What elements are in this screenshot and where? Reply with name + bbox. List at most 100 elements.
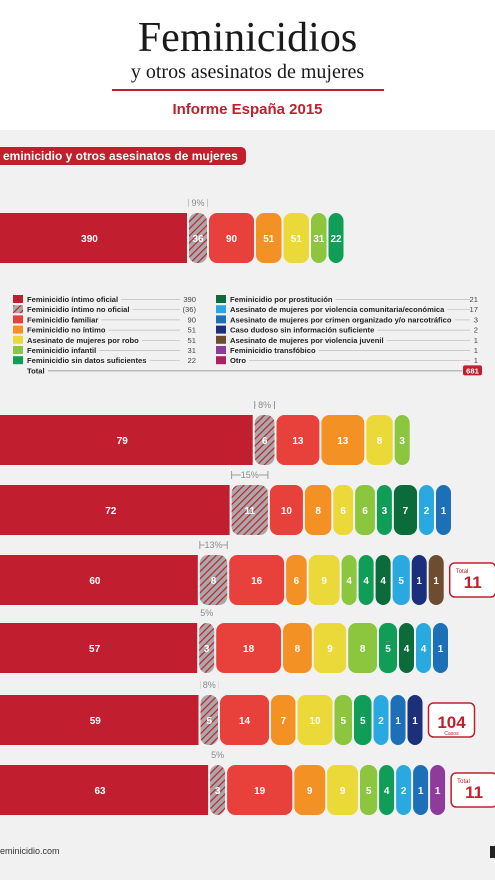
bar-4-label-sin_datos: 4 [363, 576, 369, 587]
bar-4-label-violencia_comunitaria: 5 [398, 576, 404, 587]
bar-1-pct-bg [189, 197, 207, 208]
bar-4-label-familiar: 16 [251, 576, 263, 587]
bar-7-label-violencia_comunitaria: 2 [401, 786, 407, 797]
legend-value-infantil: 31 [188, 346, 196, 355]
bar-5-label-prostitucion: 4 [404, 644, 410, 655]
bar-5-label-no_intimo: 8 [295, 644, 301, 655]
bar-3-segment-robo [333, 485, 354, 535]
bar-7-label-no_intimo: 9 [307, 786, 313, 797]
bar-7-total-badge [450, 772, 495, 808]
bar-4-segment-robo [308, 555, 340, 605]
bar-5-segment-robo [313, 623, 347, 673]
legend-swatch-otro [216, 356, 226, 365]
bar-1-label-intimo_oficial: 390 [81, 234, 98, 245]
bar-7-pct-label: 5% [211, 750, 224, 760]
bar-7-segment-no_intimo [294, 765, 326, 815]
bar-2-label-no_intimo: 13 [337, 436, 349, 447]
bar-7-segment-infantil [360, 765, 378, 815]
bar-2-label-intimo_no_oficial: 6 [262, 436, 268, 447]
bar-6-label-familiar: 14 [239, 716, 251, 727]
bar-3-segment-sin_datos [376, 485, 392, 535]
bar-6-label-infantil: 5 [341, 716, 347, 727]
bar-6-segment-familiar [220, 695, 269, 745]
bar-7-label-crimen_organizado: 1 [418, 786, 424, 797]
bar-5-segment-intimo_oficial [0, 623, 198, 673]
bar-5-segment-prostitucion [399, 623, 414, 673]
bar-6-segment-robo [297, 695, 333, 745]
bar-7-segment-sin_datos [379, 765, 395, 815]
bar-3-label-crimen_organizado: 1 [441, 506, 447, 517]
bar-1-label-intimo_no_oficial: 36 [192, 234, 204, 245]
legend-total-label: Total [27, 366, 45, 375]
legend-label-transfobico: Feminicidio transfóbico [230, 346, 316, 355]
legend-label-sin_datos: Feminicidio sin datos suficientes [27, 356, 146, 365]
legend-swatch-sin_datos [13, 356, 23, 365]
bar-1-segment-infantil [311, 213, 327, 263]
bar-3-label-no_intimo: 8 [315, 506, 321, 517]
bar-6-label-intimo_oficial: 59 [90, 716, 102, 727]
bar-4-total-badge-value: 11 [464, 573, 482, 592]
bar-3-label-prostitucion: 7 [403, 506, 409, 517]
bar-5-segment-infantil [348, 623, 377, 673]
legend-swatch-intimo_oficial [13, 295, 23, 303]
bar-5-label-crimen_organizado: 1 [438, 644, 444, 655]
bar-5-label-intimo_oficial: 57 [89, 644, 101, 655]
bar-6-pct-bg [200, 679, 219, 690]
bar-1-segment-intimo_oficial [0, 213, 187, 263]
bar-2-pct-label: 8% [258, 400, 271, 410]
bar-6-segment-crimen_organizado [390, 695, 406, 745]
legend-label-robo: Asesinato de mujeres por robo [27, 336, 139, 345]
bar-3-segment-intimo_oficial [0, 485, 230, 535]
bar-5-segment-crimen_organizado [433, 623, 448, 673]
bar-4-total-badge-top: Total [456, 569, 469, 575]
bar-3-label-robo: 6 [340, 506, 346, 517]
bar-4-label-intimo_no_oficial: 8 [211, 576, 217, 587]
bar-2-segment-robo [366, 415, 393, 465]
bar-6-segment-intimo_no_oficial [200, 695, 218, 745]
bar-4-segment-intimo_oficial [0, 555, 198, 605]
legend-label-intimo_no_oficial: Feminicidio íntimo no oficial [27, 305, 130, 314]
bar-6-total-badge-bottom: Casos [444, 731, 459, 737]
legend-swatch-crimen_organizado [216, 315, 226, 324]
bar-3-label-familiar: 10 [281, 506, 293, 517]
bar-3-label-intimo_no_oficial: 11 [245, 506, 256, 517]
bar-4-total-badge [448, 562, 495, 598]
bar-5-label-violencia_comunitaria: 4 [421, 644, 427, 655]
legend-label-no_intimo: Feminicidio no íntimo [27, 326, 106, 335]
legend-label-infantil: Feminicidio infantil [27, 346, 96, 355]
legend-value-otro: 1 [474, 356, 478, 365]
legend-label-crimen_organizado: Asesinato de mujeres por crimen organiza… [230, 315, 452, 324]
legend-label-intimo_oficial: Feminicidio íntimo oficial [27, 295, 118, 304]
bar-5-segment-violencia_comunitaria [416, 623, 431, 673]
bar-3-label-intimo_oficial: 72 [105, 506, 117, 517]
bar-2-label-intimo_oficial: 79 [117, 436, 129, 447]
bar-2-pct-bg [255, 399, 274, 410]
bar-1-segment-no_intimo [256, 213, 282, 263]
legend-swatch-transfobico [216, 346, 226, 354]
bar-7-segment-robo [327, 765, 358, 815]
bar-4-label-infantil: 4 [346, 576, 352, 587]
bar-3-segment-familiar [269, 485, 303, 535]
bar-5-label-intimo_no_oficial: 3 [204, 644, 210, 655]
bar-1-pct-label: 9% [191, 198, 204, 208]
bar-2-segment-no_intimo [321, 415, 365, 465]
title-divider [112, 89, 384, 91]
bar-4-pct-label: 13% [204, 540, 222, 550]
bar-6-label-violencia_comunitaria: 2 [378, 716, 384, 727]
legend-swatch-familiar [13, 315, 23, 324]
bar-6-segment-intimo_oficial [0, 695, 199, 745]
legend-value-robo: 51 [188, 336, 196, 345]
bar-3-segment-prostitucion [393, 485, 417, 535]
bar-7-pct-bg [208, 749, 227, 760]
bar-1-label-sin_datos: 22 [330, 234, 342, 245]
bar-6-label-crimen_organizado: 1 [395, 716, 401, 727]
bar-4-label-prostitucion: 4 [380, 576, 386, 587]
report-header: Feminicidios y otros asesinatos de mujer… [0, 0, 495, 130]
bar-3-segment-no_intimo [304, 485, 332, 535]
legend-value-violencia_juvenil: 1 [474, 336, 478, 345]
bar-2-label-robo: 8 [377, 436, 383, 447]
bar-5-label-infantil: 8 [360, 644, 366, 655]
legend-value-familiar: 90 [188, 315, 196, 324]
bar-4-segment-violencia_juvenil [428, 555, 444, 605]
legend-swatch-intimo_no_oficial [13, 305, 23, 314]
